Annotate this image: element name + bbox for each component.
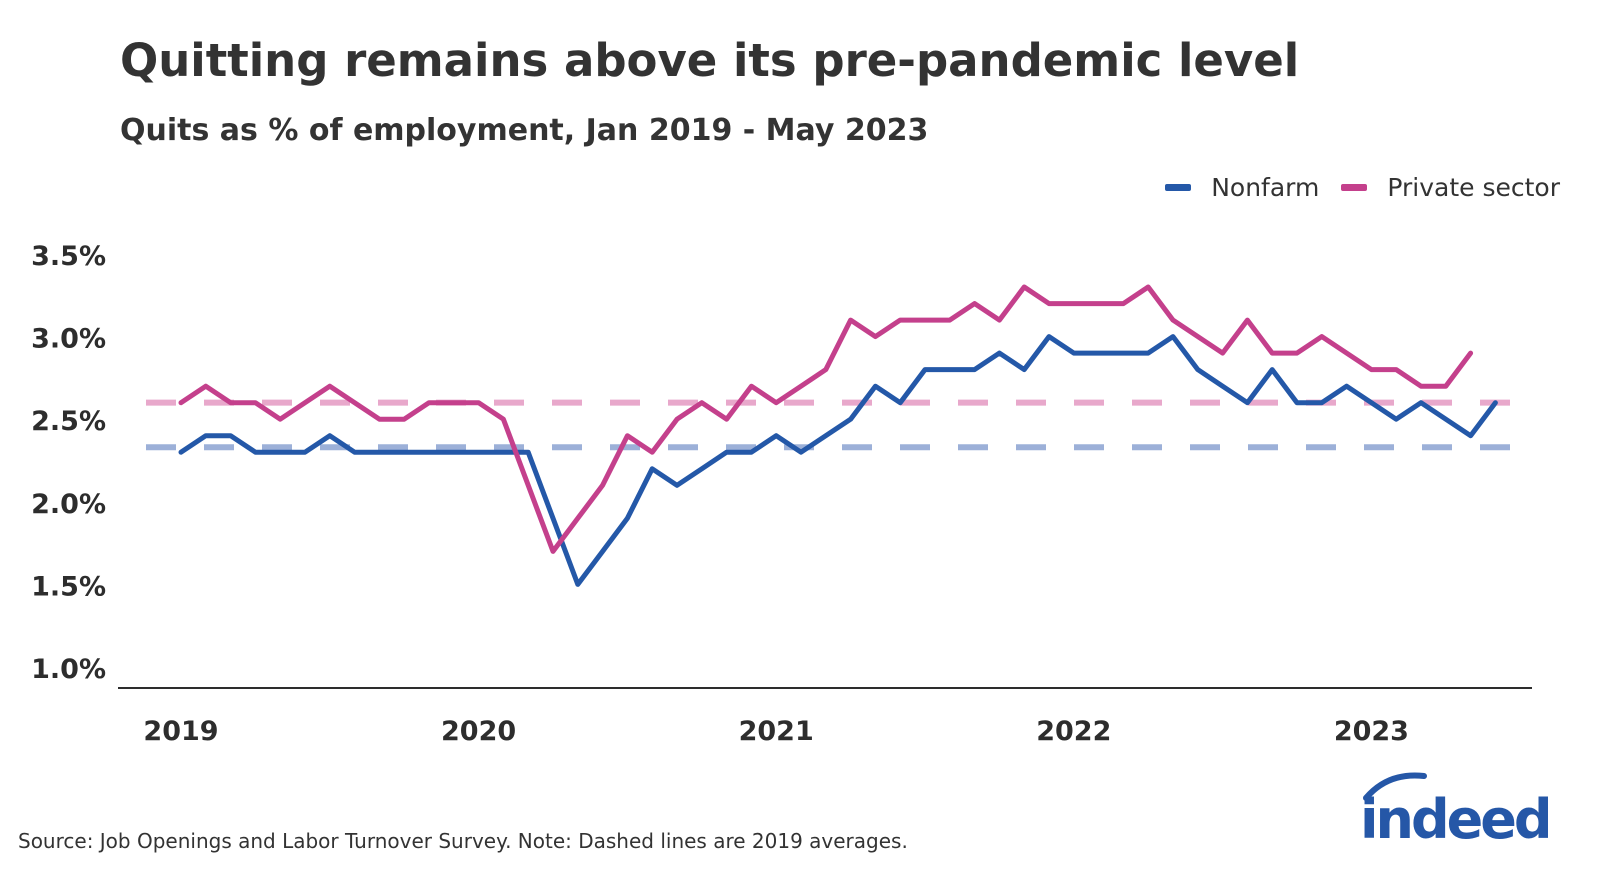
series-line	[178, 284, 1474, 554]
legend-item-private-sector: Private sector	[1341, 173, 1560, 202]
legend-swatch-nonfarm	[1165, 184, 1192, 191]
x-tick-label: 2022	[1036, 716, 1111, 747]
y-tick-label: 2.0%	[31, 489, 106, 520]
logo-text: indeed	[1360, 788, 1550, 851]
y-tick-label: 2.5%	[31, 406, 106, 437]
legend-label-private-sector: Private sector	[1387, 173, 1560, 202]
legend: Nonfarm Private sector	[1143, 173, 1560, 202]
chart-title: Quitting remains above its pre-pandemic …	[120, 34, 1300, 87]
legend-item-nonfarm: Nonfarm	[1165, 173, 1319, 202]
x-tick-label: 2020	[441, 716, 516, 747]
y-tick-label: 3.5%	[31, 241, 106, 272]
series-line	[178, 334, 1498, 587]
y-tick-label: 1.5%	[31, 571, 106, 602]
legend-label-nonfarm: Nonfarm	[1211, 173, 1320, 202]
x-tick-label: 2019	[143, 716, 218, 747]
y-tick-label: 3.0%	[31, 324, 106, 355]
x-tick-label: 2021	[739, 716, 814, 747]
legend-swatch-private-sector	[1341, 184, 1368, 191]
logo-arc	[1363, 772, 1427, 801]
x-tick-label: 2023	[1334, 716, 1409, 747]
indeed-logo: indeed	[1360, 772, 1553, 851]
chart-subtitle: Quits as % of employment, Jan 2019 - May…	[120, 113, 929, 148]
y-tick-label: 1.0%	[31, 654, 106, 685]
source-note: Source: Job Openings and Labor Turnover …	[18, 829, 908, 853]
